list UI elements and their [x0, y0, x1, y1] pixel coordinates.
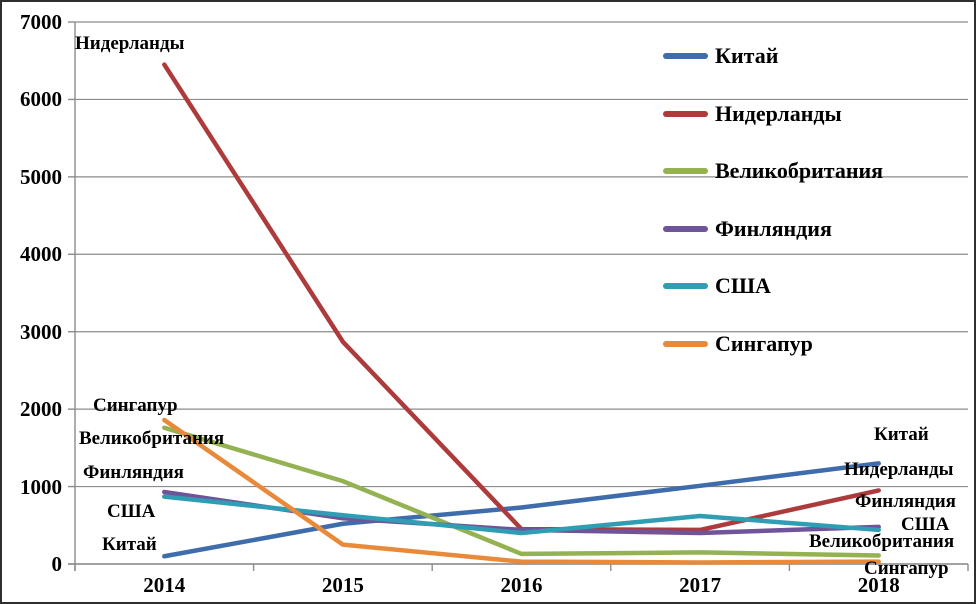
- y-axis-tick-label: 2000: [20, 397, 62, 422]
- legend-label: США: [715, 273, 771, 298]
- series-label-annotation: Финляндия: [855, 491, 956, 512]
- legend-item-usa[interactable]: США: [663, 273, 771, 299]
- series-line-США[interactable]: [162, 494, 881, 536]
- x-axis-tick-label: 2018: [857, 573, 900, 597]
- legend-item-netherlands[interactable]: Нидерланды: [663, 101, 842, 127]
- legend-line-swatch: [663, 53, 708, 59]
- legend-label: Нидерланды: [715, 101, 842, 126]
- x-axis-tick-label: 2015: [321, 573, 364, 597]
- series-label-annotation: США: [107, 501, 156, 522]
- legend-line-swatch: [663, 111, 708, 117]
- y-axis-tick-label: 4000: [20, 242, 62, 267]
- y-axis-tick-label: 1000: [20, 474, 62, 499]
- series-label-annotation: Китай: [874, 424, 929, 445]
- x-axis-tick-label: 2014: [143, 573, 186, 597]
- series-label-annotation: Китай: [102, 534, 157, 555]
- series-label-annotation: Нидерланды: [75, 33, 185, 54]
- y-axis-tick-label: 6000: [20, 87, 62, 112]
- series-label-annotation: Сингапур: [864, 558, 949, 579]
- series-label-annotation: Финляндия: [83, 462, 184, 483]
- series-label-annotation: Великобритания: [809, 531, 955, 552]
- series-label-annotation: Нидерланды: [844, 459, 954, 480]
- series-label-annotation: США: [901, 514, 950, 535]
- series-line-Китай[interactable]: [162, 461, 881, 559]
- legend-label: Китай: [715, 43, 779, 68]
- legend-item-china[interactable]: Китай: [663, 43, 778, 69]
- y-axis-tick-label: 0: [51, 552, 63, 576]
- legend-item-finland[interactable]: Финляндия: [663, 216, 832, 242]
- y-axis-tick-label: 3000: [20, 319, 62, 344]
- series-label-annotation: Сингапур: [93, 395, 178, 416]
- legend-label: Финляндия: [715, 216, 832, 241]
- series-line-Великобритания[interactable]: [162, 425, 881, 558]
- series-label-annotation: Великобритания: [79, 428, 225, 449]
- legend-line-swatch: [663, 283, 708, 289]
- legend-item-singapore[interactable]: Сингапур: [663, 331, 813, 357]
- series-line-Сингапур[interactable]: [162, 417, 881, 565]
- legend-line-swatch: [663, 341, 708, 347]
- x-axis-tick-label: 2016: [500, 573, 543, 597]
- legend-item-uk[interactable]: Великобритания: [663, 158, 883, 184]
- legend-label: Великобритания: [715, 158, 884, 183]
- legend-line-swatch: [663, 168, 708, 174]
- x-axis-tick-label: 2017: [679, 573, 722, 597]
- y-axis-tick-label: 5000: [20, 164, 62, 189]
- legend-label: Сингапур: [715, 331, 813, 356]
- legend-line-swatch: [663, 226, 708, 232]
- y-axis-tick-label: 7000: [20, 10, 62, 34]
